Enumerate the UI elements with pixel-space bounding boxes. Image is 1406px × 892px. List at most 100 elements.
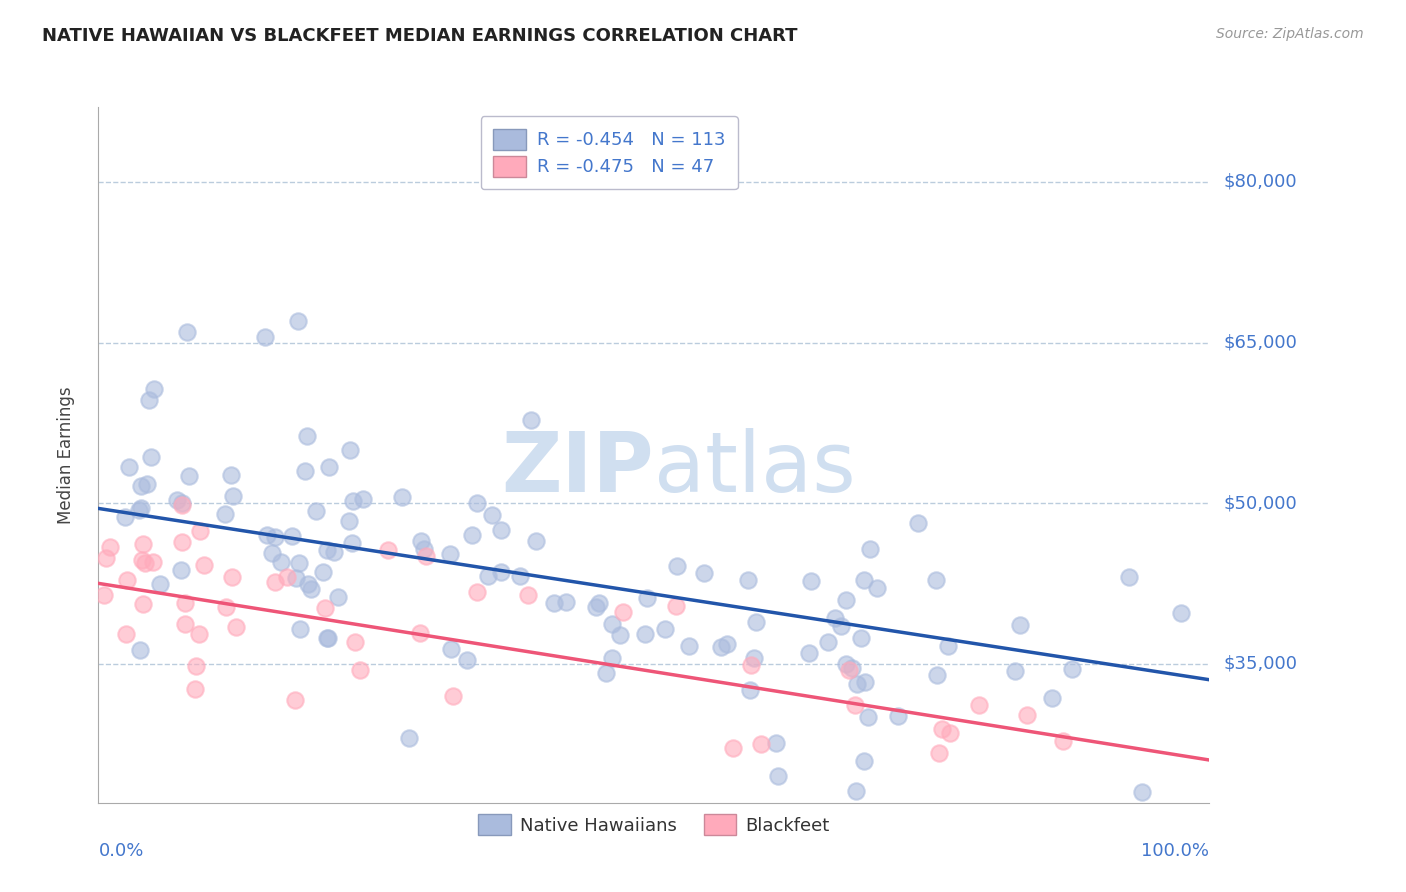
Point bbox=[1052, 733, 1074, 747]
Point bbox=[131, 553, 153, 567]
Point bbox=[738, 683, 761, 698]
Point bbox=[314, 601, 336, 615]
Point bbox=[186, 658, 208, 673]
Point bbox=[288, 556, 311, 570]
Point bbox=[142, 555, 165, 569]
Point bbox=[188, 626, 211, 640]
Point bbox=[149, 576, 172, 591]
Point bbox=[742, 651, 765, 665]
Point bbox=[835, 657, 858, 671]
Text: atlas: atlas bbox=[654, 428, 855, 509]
Point bbox=[491, 565, 513, 579]
Point bbox=[600, 616, 623, 631]
Point bbox=[967, 698, 990, 712]
Point bbox=[132, 597, 155, 611]
Point bbox=[1118, 569, 1140, 583]
Point bbox=[193, 558, 215, 573]
Point bbox=[467, 584, 489, 599]
Text: $80,000: $80,000 bbox=[1223, 173, 1296, 191]
Point bbox=[128, 503, 150, 517]
Point bbox=[554, 595, 576, 609]
Point bbox=[489, 524, 512, 538]
Point bbox=[817, 634, 839, 648]
Point bbox=[294, 465, 316, 479]
Point bbox=[835, 593, 858, 607]
Point bbox=[288, 622, 311, 636]
Point bbox=[887, 709, 910, 723]
Point bbox=[138, 392, 160, 407]
Point bbox=[1004, 665, 1026, 679]
Point bbox=[415, 549, 437, 563]
Point bbox=[520, 413, 543, 427]
Point bbox=[222, 489, 245, 503]
Point bbox=[595, 666, 617, 681]
Point bbox=[481, 508, 503, 522]
Point bbox=[936, 639, 959, 653]
Point bbox=[800, 574, 823, 589]
Point bbox=[600, 650, 623, 665]
Point bbox=[326, 591, 349, 605]
Point bbox=[408, 626, 430, 640]
Point bbox=[517, 588, 540, 602]
Point bbox=[665, 599, 688, 613]
Point bbox=[170, 498, 193, 512]
Point bbox=[131, 537, 153, 551]
Point bbox=[797, 646, 820, 660]
Point bbox=[543, 596, 565, 610]
Point bbox=[260, 546, 283, 560]
Point bbox=[264, 575, 287, 590]
Point bbox=[349, 664, 371, 678]
Point bbox=[391, 490, 413, 504]
Text: $50,000: $50,000 bbox=[1223, 494, 1296, 512]
Text: $65,000: $65,000 bbox=[1223, 334, 1296, 351]
Point bbox=[284, 693, 307, 707]
Point bbox=[636, 591, 658, 605]
Point bbox=[339, 442, 361, 457]
Point bbox=[852, 755, 875, 769]
Text: NATIVE HAWAIIAN VS BLACKFEET MEDIAN EARNINGS CORRELATION CHART: NATIVE HAWAIIAN VS BLACKFEET MEDIAN EARN… bbox=[42, 27, 797, 45]
Point bbox=[188, 524, 211, 538]
Point bbox=[856, 710, 879, 724]
Point bbox=[844, 698, 866, 712]
Point bbox=[264, 529, 287, 543]
Point bbox=[588, 595, 610, 609]
Point bbox=[134, 557, 156, 571]
Point bbox=[342, 494, 364, 508]
Point bbox=[666, 558, 689, 573]
Point bbox=[118, 459, 141, 474]
Text: Source: ZipAtlas.com: Source: ZipAtlas.com bbox=[1216, 27, 1364, 41]
Point bbox=[316, 632, 339, 646]
Point bbox=[409, 533, 432, 548]
Point bbox=[177, 469, 200, 483]
Point bbox=[477, 569, 499, 583]
Y-axis label: Median Earnings: Median Earnings bbox=[56, 386, 75, 524]
Point bbox=[256, 528, 278, 542]
Point bbox=[439, 641, 461, 656]
Point bbox=[253, 330, 276, 344]
Point bbox=[297, 577, 319, 591]
Point bbox=[174, 596, 197, 610]
Point bbox=[98, 540, 121, 554]
Text: 0.0%: 0.0% bbox=[98, 842, 143, 860]
Point bbox=[322, 545, 344, 559]
Point bbox=[340, 536, 363, 550]
Point bbox=[166, 493, 188, 508]
Point bbox=[343, 635, 366, 649]
Point bbox=[765, 736, 787, 750]
Point bbox=[853, 574, 876, 588]
Point bbox=[129, 500, 152, 515]
Point bbox=[170, 535, 193, 549]
Point bbox=[612, 606, 634, 620]
Point bbox=[287, 314, 309, 328]
Point bbox=[129, 479, 152, 493]
Point bbox=[170, 496, 193, 510]
Point bbox=[710, 640, 733, 654]
Point bbox=[318, 459, 340, 474]
Point bbox=[838, 664, 860, 678]
Point bbox=[925, 574, 948, 588]
Point bbox=[721, 741, 744, 756]
Point bbox=[716, 637, 738, 651]
Point bbox=[215, 600, 238, 615]
Point bbox=[745, 615, 768, 629]
Point bbox=[412, 542, 434, 557]
